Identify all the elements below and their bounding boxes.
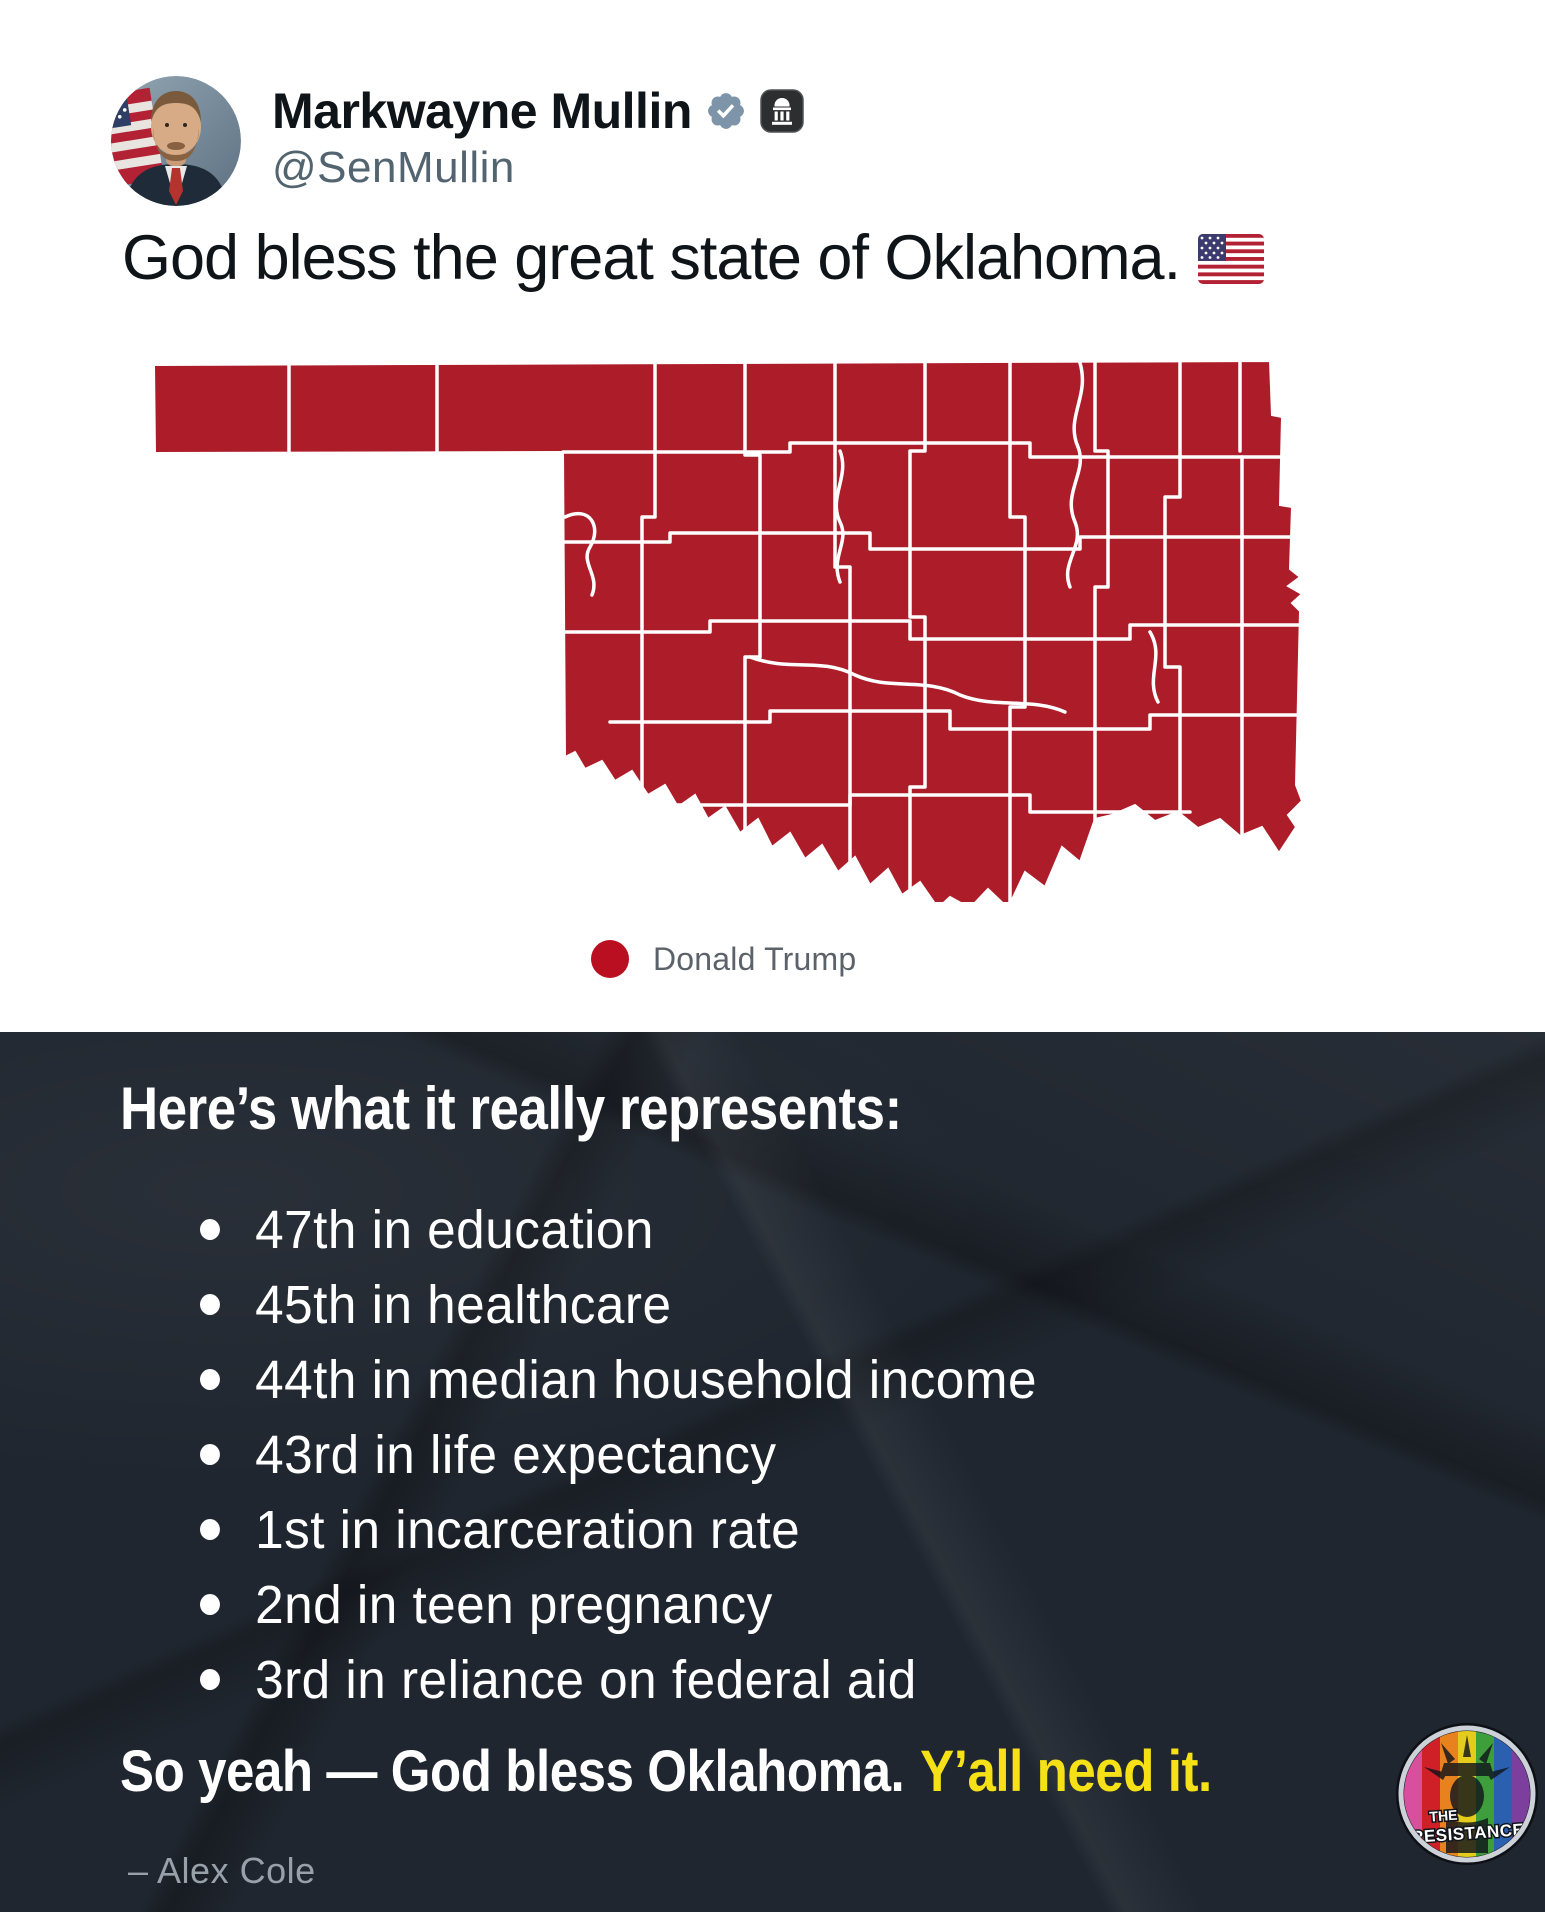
tweet-text: God bless the great state of Oklahoma. bbox=[122, 223, 1181, 293]
list-item: 44th in median household income bbox=[200, 1342, 1037, 1417]
government-building-icon bbox=[760, 89, 804, 133]
bullet-text: 43rd in life expectancy bbox=[255, 1424, 777, 1485]
bullet-dot bbox=[200, 1444, 220, 1465]
author-row: Markwayne Mullin bbox=[272, 82, 804, 140]
county-borders bbox=[287, 361, 1302, 904]
resistance-logo: THE RESISTANCE bbox=[1396, 1723, 1538, 1865]
state-shape bbox=[152, 359, 1304, 910]
map-legend: Donald Trump bbox=[591, 939, 856, 979]
bullet-dot bbox=[200, 1219, 220, 1240]
bullet-text: 45th in healthcare bbox=[255, 1274, 672, 1335]
commentary-section: Here’s what it really represents: 47th i… bbox=[0, 1032, 1545, 1912]
attribution: – Alex Cole bbox=[128, 1850, 316, 1891]
conclusion-line: So yeah — God bless Oklahoma. Y’all need … bbox=[120, 1738, 1212, 1805]
statue-of-liberty-silhouette bbox=[1424, 1735, 1510, 1853]
oklahoma-county-map bbox=[150, 357, 1315, 910]
legend-label: Donald Trump bbox=[653, 940, 857, 977]
bullet-text: 2nd in teen pregnancy bbox=[255, 1574, 773, 1635]
author-handle[interactable]: @SenMullin bbox=[272, 143, 515, 192]
bullet-dot bbox=[200, 1594, 220, 1615]
tweet-body: God bless the great state of Oklahoma. bbox=[122, 222, 1265, 294]
bullet-dot bbox=[200, 1294, 220, 1315]
portrait-person bbox=[125, 91, 227, 206]
commentary-heading: Here’s what it really represents: bbox=[120, 1075, 902, 1142]
verified-badge-icon bbox=[707, 93, 744, 129]
bullet-text: 44th in median household income bbox=[255, 1349, 1038, 1410]
ranking-list: 47th in education 45th in healthcare 44t… bbox=[200, 1192, 1081, 1717]
bullet-text: 3rd in reliance on federal aid bbox=[255, 1649, 917, 1710]
list-item: 2nd in teen pregnancy bbox=[200, 1567, 1037, 1642]
list-item: 47th in education bbox=[200, 1192, 1037, 1267]
conclusion-highlight: Y’all need it. bbox=[920, 1739, 1212, 1804]
list-item: 45th in healthcare bbox=[200, 1267, 1037, 1342]
conclusion-white: So yeah — God bless Oklahoma. bbox=[120, 1739, 905, 1804]
bullet-dot bbox=[200, 1519, 220, 1540]
bullet-text: 1st in incarceration rate bbox=[255, 1499, 801, 1560]
list-item: 3rd in reliance on federal aid bbox=[200, 1642, 1037, 1717]
avatar[interactable] bbox=[111, 76, 241, 206]
avatar-portrait bbox=[111, 76, 241, 206]
us-flag-icon bbox=[1198, 233, 1265, 289]
rainbow-stripes: THE RESISTANCE bbox=[1404, 1731, 1530, 1857]
logo-text-the: THE bbox=[1429, 1807, 1458, 1825]
legend-dot bbox=[591, 940, 629, 978]
bullet-dot bbox=[200, 1669, 220, 1690]
list-item: 43rd in life expectancy bbox=[200, 1417, 1037, 1492]
list-item: 1st in incarceration rate bbox=[200, 1492, 1037, 1567]
author-name[interactable]: Markwayne Mullin bbox=[272, 83, 692, 139]
bullet-text: 47th in education bbox=[255, 1199, 654, 1260]
bullet-dot bbox=[200, 1369, 220, 1390]
